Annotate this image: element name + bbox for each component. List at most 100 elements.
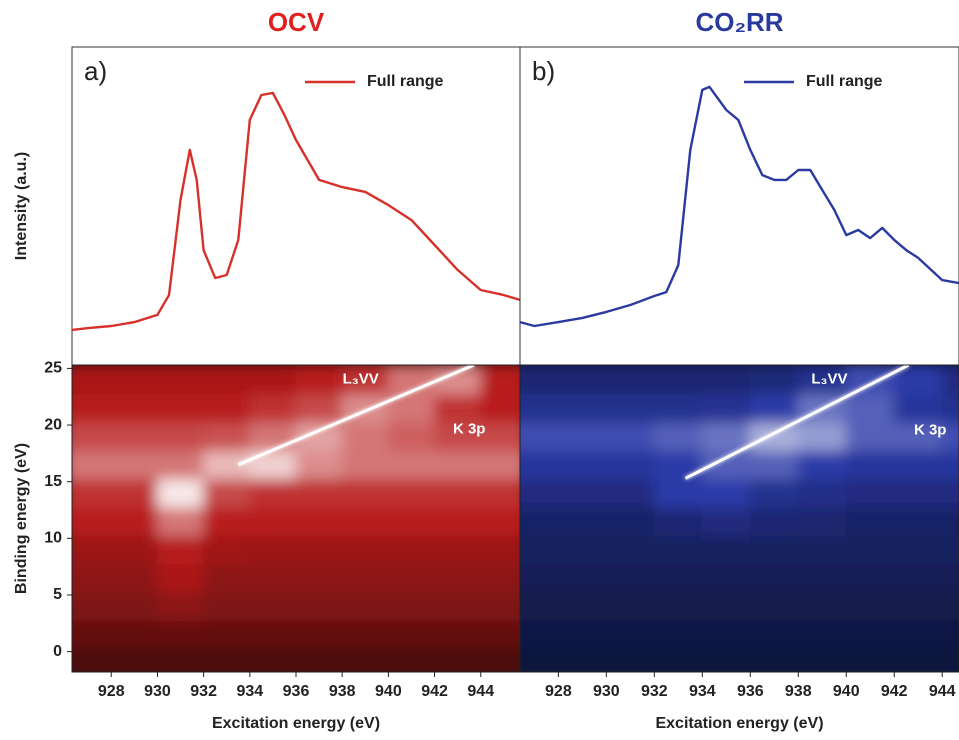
heatmap-cell xyxy=(434,450,482,480)
x-axis-label: Excitation energy (eV) xyxy=(655,715,823,732)
heatmap-cell xyxy=(557,534,607,565)
heatmap-cell xyxy=(72,450,112,480)
heatmap-cell xyxy=(480,506,520,536)
heatmap-cell xyxy=(605,450,655,480)
heatmap-cell xyxy=(749,648,799,672)
heatmap-cell xyxy=(557,506,607,536)
heatmap-cell xyxy=(203,563,251,593)
feature-line xyxy=(684,365,910,480)
x-tick-label: 938 xyxy=(785,683,812,700)
heatmap-cell xyxy=(341,421,389,452)
heatmap-cell xyxy=(203,648,251,672)
heatmap-cell xyxy=(893,648,943,672)
heatmap-cell xyxy=(520,478,559,508)
heatmap-cell xyxy=(295,506,343,536)
heatmap-cell xyxy=(156,421,205,452)
heatmap-cell xyxy=(434,393,482,423)
heatmap-cell xyxy=(893,591,943,621)
heatmap-cell xyxy=(701,478,751,508)
panel-title: OCV xyxy=(268,7,325,37)
heatmap-cell xyxy=(72,619,112,650)
heatmap-cell xyxy=(749,450,799,480)
heatmap-cell xyxy=(893,563,943,593)
heatmap-cell xyxy=(72,563,112,593)
x-tick-label: 930 xyxy=(144,683,171,700)
heatmap-cell xyxy=(797,648,847,672)
heatmap-cell xyxy=(941,365,959,395)
y-axis-label: Binding energy (eV) xyxy=(13,443,30,594)
heatmap-cell xyxy=(295,393,343,423)
heatmap-cell xyxy=(249,591,297,621)
heatmap-cell xyxy=(520,365,559,395)
heatmap-cell xyxy=(749,619,799,650)
heatmap-cell xyxy=(480,478,520,508)
plot-frame xyxy=(71,46,521,366)
heatmap-cell xyxy=(110,534,158,565)
heatmap-cell xyxy=(341,478,389,508)
heatmap-cell xyxy=(434,619,482,650)
heatmap-cell xyxy=(557,563,607,593)
heatmap-cell xyxy=(605,619,655,650)
heatmap-cell xyxy=(72,534,112,565)
heatmap-cell xyxy=(557,648,607,672)
heatmap-cell xyxy=(749,365,799,395)
heatmap-cell xyxy=(341,450,389,480)
heatmap-cell xyxy=(941,450,959,480)
x-tick-label: 936 xyxy=(283,683,310,700)
heatmap-cell xyxy=(156,563,205,593)
heatmap-cell xyxy=(156,450,205,480)
heatmap-cell xyxy=(72,365,112,395)
heatmap-cell xyxy=(653,393,703,423)
heatmap-cell xyxy=(203,506,251,536)
heatmap-cell xyxy=(893,619,943,650)
heatmap-clip xyxy=(520,365,959,672)
x-tick-label: 934 xyxy=(689,683,716,700)
x-tick-label: 936 xyxy=(737,683,764,700)
heatmap-cell xyxy=(434,563,482,593)
heatmap-cell xyxy=(701,506,751,536)
heatmap-cell xyxy=(341,563,389,593)
y-tick-label: 10 xyxy=(44,530,62,547)
heatmap-cell xyxy=(941,591,959,621)
heatmap-cell xyxy=(110,563,158,593)
feature-label: L₃VV xyxy=(343,371,379,388)
heatmap-cell xyxy=(941,619,959,650)
heatmap-cell xyxy=(387,421,436,452)
heatmap-cell xyxy=(295,478,343,508)
heatmap-cell xyxy=(893,506,943,536)
heatmap-cell xyxy=(845,450,895,480)
heatmap-cell xyxy=(893,534,943,565)
heatmap-cell xyxy=(520,648,559,672)
x-tick-label: 934 xyxy=(236,683,263,700)
heatmap-cell xyxy=(653,450,703,480)
heatmap-cell xyxy=(797,365,847,395)
heatmap-cell xyxy=(434,648,482,672)
heatmap-cell xyxy=(480,393,520,423)
heatmap-cell xyxy=(520,534,559,565)
heatmap-cell xyxy=(480,619,520,650)
heatmap-cell xyxy=(203,591,251,621)
heatmap-cell xyxy=(72,506,112,536)
heatmap-cell xyxy=(520,450,559,480)
y-tick-label: 25 xyxy=(44,360,62,377)
feature-label: K 3p xyxy=(453,421,486,438)
heatmap-cell xyxy=(341,591,389,621)
heatmap-cell xyxy=(845,534,895,565)
heatmap-cell xyxy=(249,365,297,395)
heatmap-cell xyxy=(434,591,482,621)
x-tick-label: 940 xyxy=(375,683,402,700)
heatmap-cell xyxy=(434,478,482,508)
heatmap-cell xyxy=(387,506,436,536)
heatmap-cell xyxy=(653,365,703,395)
heatmap-cell xyxy=(845,393,895,423)
heatmap-cell xyxy=(557,365,607,395)
heatmap-cell xyxy=(941,563,959,593)
heatmap-cell xyxy=(605,365,655,395)
x-tick-label: 928 xyxy=(98,683,125,700)
heatmap-cell xyxy=(605,393,655,423)
heatmap-cell xyxy=(72,648,112,672)
heatmap-cell xyxy=(653,619,703,650)
heatmap-cell xyxy=(295,534,343,565)
intensity-line xyxy=(71,91,521,332)
heatmap-cell xyxy=(701,393,751,423)
